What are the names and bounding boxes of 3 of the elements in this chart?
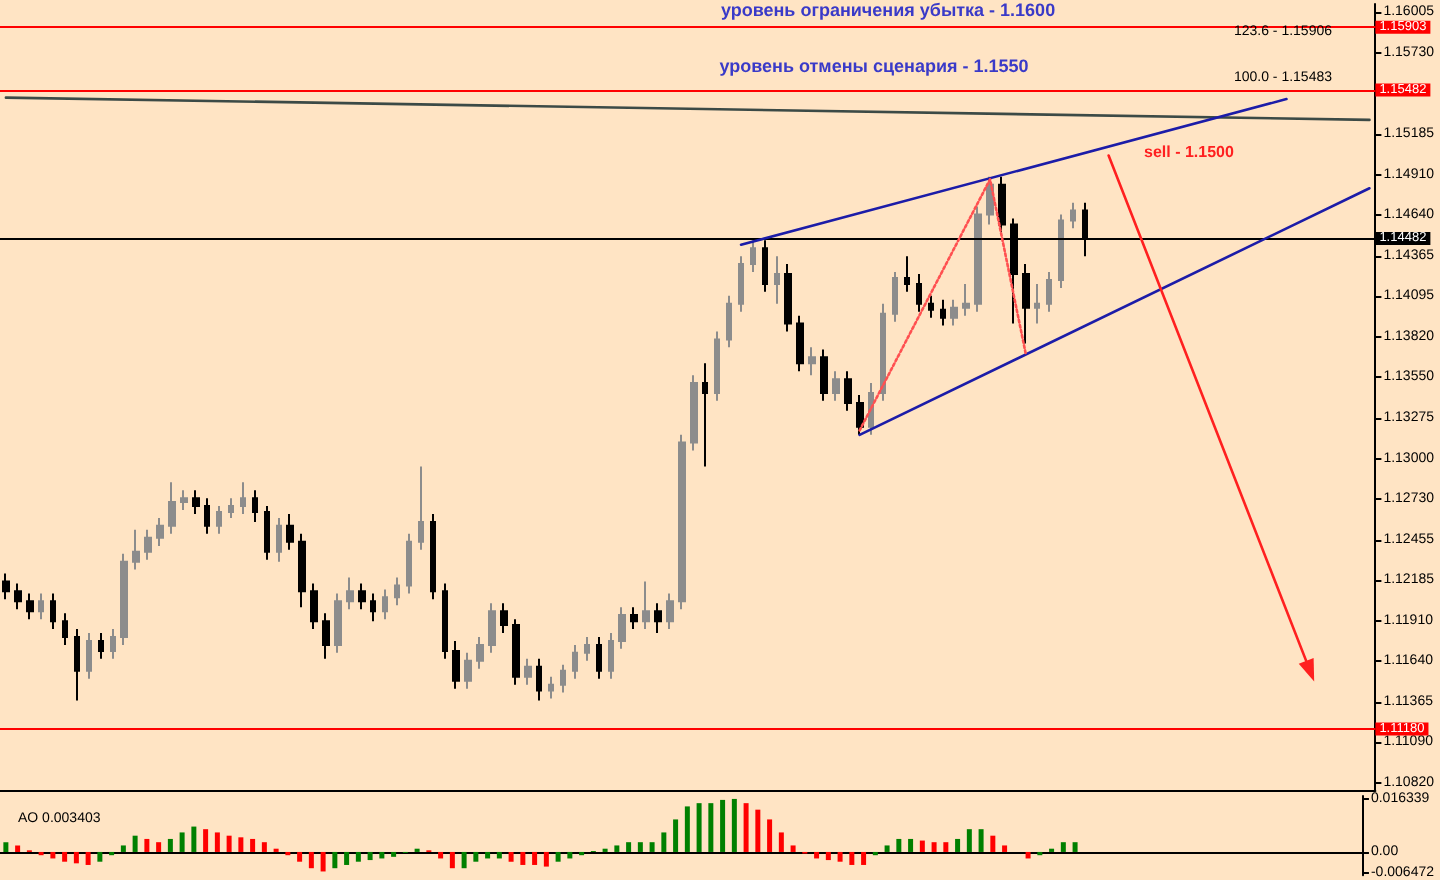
- annotation: уровень ограничения убытка - 1.1600: [720, 0, 1056, 20]
- annotation: уровень отмены сценария - 1.1550: [719, 56, 1029, 76]
- annotation: sell - 1.1500: [1144, 143, 1235, 161]
